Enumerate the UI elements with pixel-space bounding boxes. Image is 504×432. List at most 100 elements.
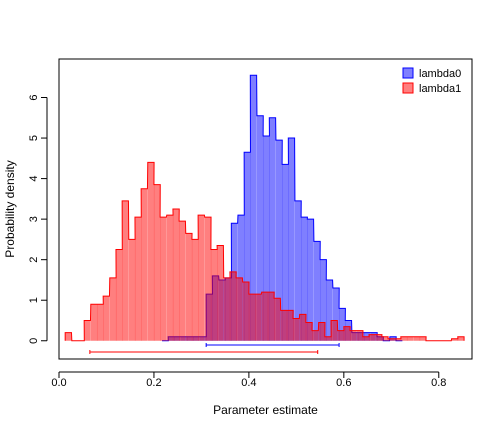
interval-lambda1: [89, 350, 319, 354]
bar-lambda1: [457, 336, 465, 341]
bar-lambda1: [229, 271, 237, 341]
bar-lambda1: [153, 184, 161, 341]
x-tick-label: 0.8: [431, 377, 446, 389]
x-tick-label: 0.0: [51, 377, 66, 389]
bar-lambda1: [349, 330, 357, 341]
bar-lambda0: [282, 164, 289, 341]
interval-layer: [89, 343, 340, 354]
bar-lambda0: [339, 308, 346, 341]
bar-lambda1: [356, 330, 364, 341]
bar-lambda1: [185, 233, 193, 341]
legend-item-lambda0: lambda0: [402, 67, 461, 80]
bar-lambda1: [419, 336, 427, 341]
series-layer: [64, 74, 465, 342]
bar-lambda0: [275, 140, 283, 341]
legend-swatch: [402, 67, 414, 79]
y-tick-label: 5: [28, 135, 40, 141]
x-axis: 0.0 0.2 0.4 0.6 0.8: [51, 371, 446, 389]
interval-lambda0: [205, 343, 340, 347]
bar-lambda1: [331, 320, 338, 341]
bar-lambda1: [236, 277, 243, 341]
bar-lambda1: [261, 292, 269, 341]
bar-lambda1: [413, 336, 421, 341]
bar-lambda1: [280, 310, 288, 341]
bar-lambda1: [362, 336, 370, 341]
bar-lambda1: [96, 304, 104, 341]
bar-lambda1: [337, 330, 345, 341]
bar-lambda1: [305, 322, 313, 341]
legend-swatch: [402, 82, 414, 94]
bar-lambda1: [103, 296, 110, 341]
y-tick-label: 4: [28, 176, 40, 182]
bar-lambda1: [381, 336, 389, 341]
bar-lambda1: [242, 281, 250, 341]
bar-lambda0: [301, 217, 308, 341]
bar-lambda0: [269, 117, 276, 341]
y-axis: 0 1 2 3 4 5 6: [28, 94, 48, 344]
bar-lambda1: [293, 318, 300, 341]
bar-lambda1: [223, 277, 231, 341]
bar-lambda1: [160, 217, 167, 341]
bar-lambda0: [250, 75, 257, 341]
bar-lambda1: [324, 336, 332, 341]
bar-lambda1: [172, 209, 180, 341]
bar-lambda1: [166, 215, 174, 341]
bar-lambda1: [400, 336, 408, 341]
y-tick-label: 0: [28, 338, 40, 344]
bar-lambda0: [332, 288, 340, 341]
bar-lambda1: [406, 336, 414, 341]
bar-lambda1: [141, 188, 148, 341]
bar-lambda1: [109, 277, 117, 341]
bar-lambda0: [294, 200, 302, 341]
x-tick-label: 0.2: [146, 377, 161, 389]
bar-lambda1: [248, 294, 256, 341]
bar-lambda1: [394, 338, 402, 341]
bar-lambda1: [198, 215, 205, 341]
bar-lambda1: [451, 338, 459, 341]
outline-lambda1: [64, 161, 465, 342]
bar-lambda1: [115, 249, 123, 341]
bar-lambda1: [375, 334, 383, 341]
y-tick-label: 3: [28, 216, 40, 222]
bar-lambda0: [256, 115, 264, 341]
legend-item-lambda1: lambda1: [402, 82, 461, 95]
bar-lambda1: [191, 239, 199, 341]
bar-lambda1: [387, 338, 395, 341]
bar-lambda1: [128, 239, 136, 341]
bar-lambda1: [90, 304, 98, 341]
bar-lambda1: [368, 334, 376, 341]
bar-lambda1: [318, 322, 326, 341]
bar-lambda1: [217, 245, 224, 341]
y-tick-label: 2: [28, 257, 40, 263]
bar-lambda0: [244, 152, 251, 341]
legend-label: lambda1: [419, 83, 461, 95]
bar-lambda1: [210, 249, 218, 341]
bar-lambda1: [84, 320, 91, 341]
legend: lambda0 lambda1: [402, 67, 461, 95]
bar-lambda1: [299, 314, 307, 341]
bar-lambda0: [320, 259, 327, 341]
bar-lambda1: [255, 294, 262, 341]
bar-lambda1: [267, 292, 275, 341]
y-axis-title: Probability density: [3, 160, 17, 257]
bar-lambda0: [263, 136, 270, 341]
bar-lambda1: [343, 326, 351, 341]
y-tick-label: 1: [28, 297, 40, 303]
bar-lambda1: [122, 200, 129, 341]
series-lambda1: [64, 161, 465, 342]
bar-lambda1: [312, 330, 319, 341]
y-tick-label: 6: [28, 94, 40, 100]
bar-lambda1: [147, 162, 155, 341]
bar-lambda1: [65, 332, 72, 341]
bar-lambda1: [204, 217, 212, 341]
x-axis-title: Parameter estimate: [213, 403, 318, 417]
bar-lambda0: [326, 279, 333, 341]
bar-lambda0: [288, 138, 295, 341]
bar-lambda1: [134, 217, 142, 341]
bar-lambda1: [274, 298, 281, 341]
bar-lambda1: [179, 221, 186, 341]
bar-lambda0: [313, 241, 321, 341]
x-tick-label: 0.4: [241, 377, 256, 389]
